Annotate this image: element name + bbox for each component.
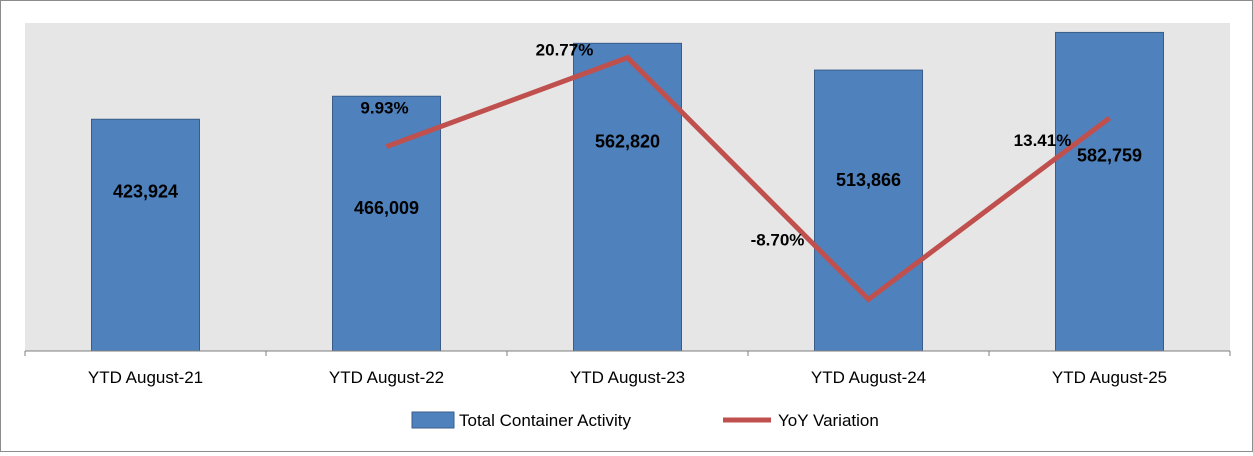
bar-value-label: 513,866 [836, 170, 901, 190]
x-tick-label: YTD August-25 [1052, 368, 1167, 387]
bar-value-label: 582,759 [1077, 145, 1142, 165]
legend-bar-label: Total Container Activity [459, 411, 631, 430]
legend-bar-swatch [411, 411, 455, 429]
bar-5 [1055, 31, 1164, 352]
x-tick-label: YTD August-22 [329, 368, 444, 387]
bar-value-label: 466,009 [354, 198, 419, 218]
bar-3 [573, 42, 682, 352]
bar-1 [91, 118, 200, 352]
bar-value-label: 423,924 [113, 181, 178, 201]
legend-line-label: YoY Variation [778, 411, 879, 430]
x-tick-label: YTD August-24 [811, 368, 926, 387]
bar-2 [332, 95, 441, 352]
yoy-value-label: 20.77% [536, 41, 594, 60]
legend: Total Container Activity YoY Variation [411, 411, 879, 430]
yoy-value-label: 13.41% [1014, 131, 1072, 150]
yoy-line [385, 54, 1112, 303]
x-tick-label: YTD August-23 [570, 368, 685, 387]
x-tick-label: YTD August-21 [88, 368, 203, 387]
bar-value-label: 562,820 [595, 131, 660, 151]
bar-4 [814, 69, 923, 352]
yoy-value-label: 9.93% [360, 99, 408, 118]
yoy-value-label: -8.70% [751, 230, 805, 249]
